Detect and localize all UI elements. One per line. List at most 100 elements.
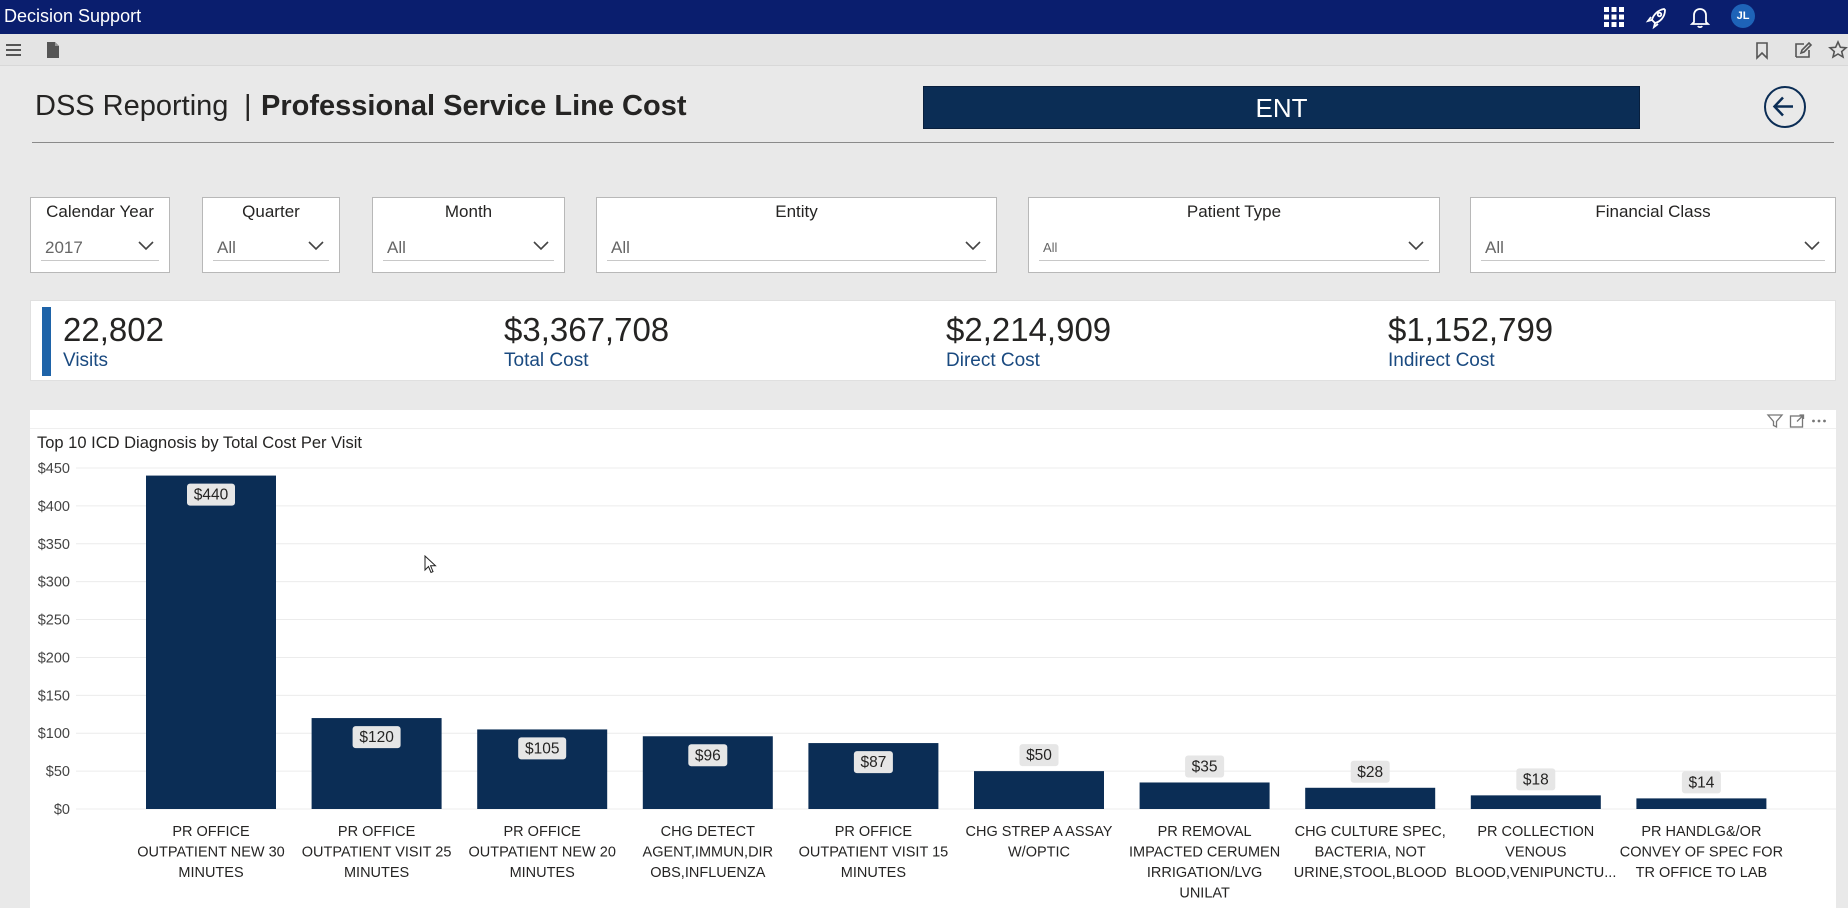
mouse-cursor-icon bbox=[424, 555, 437, 574]
x-tick-label: UNILAT bbox=[1179, 886, 1230, 902]
header-divider bbox=[32, 142, 1834, 143]
x-tick-label: PR OFFICE bbox=[172, 824, 250, 840]
chevron-down-icon bbox=[533, 241, 549, 251]
kpi-value: $3,367,708 bbox=[504, 311, 670, 348]
x-tick-label: BACTERIA, NOT bbox=[1315, 845, 1426, 861]
bar-chart-plot: $0 $50 $100 $150 $200 $250 $300 $350 $400 $450 $44… bbox=[38, 461, 1836, 902]
x-tick-label: CHG STREP A ASSAY bbox=[966, 824, 1113, 840]
rocket-icon[interactable] bbox=[1644, 4, 1670, 30]
edit-icon[interactable] bbox=[1793, 40, 1813, 60]
data-label-background bbox=[853, 751, 893, 774]
data-label: $440 bbox=[194, 487, 229, 504]
quarter-label: Quarter bbox=[242, 202, 300, 221]
arrow-left-icon bbox=[1772, 96, 1793, 117]
month-value: All bbox=[387, 238, 406, 257]
bar-chart-visual[interactable]: Top 10 ICD Diagnosis by Total Cost Per V… bbox=[30, 410, 1836, 908]
favorite-star-icon[interactable] bbox=[1828, 40, 1848, 60]
quarter-slicer: Quarter All bbox=[202, 197, 340, 273]
quarter-value: All bbox=[217, 238, 236, 257]
kpi-indirect-cost: $1,152,799 Indirect Cost bbox=[1388, 311, 1553, 373]
kpi-accent-bar bbox=[42, 307, 51, 376]
focus-mode-icon[interactable] bbox=[1788, 412, 1806, 430]
data-label-background bbox=[1681, 771, 1721, 794]
data-label: $35 bbox=[1192, 758, 1218, 775]
y-tick-label: $350 bbox=[38, 537, 70, 553]
kpi-visits: 22,802 Visits bbox=[63, 311, 164, 373]
entity-label: Entity bbox=[775, 202, 818, 221]
visual-header-divider bbox=[30, 428, 1836, 429]
top-app-bar: Decision Support JL bbox=[0, 0, 1848, 34]
x-tick-label: MINUTES bbox=[510, 865, 575, 881]
x-tick-label: OUTPATIENT NEW 30 bbox=[137, 845, 284, 861]
calendar-year-dropdown[interactable]: 2017 bbox=[41, 231, 159, 261]
data-label-background bbox=[352, 726, 401, 749]
user-avatar[interactable]: JL bbox=[1731, 4, 1755, 28]
x-tick-label: URINE,STOOL,BLOOD bbox=[1294, 865, 1447, 881]
y-tick-label: $100 bbox=[38, 726, 70, 742]
y-tick-label: $150 bbox=[38, 688, 70, 704]
x-tick-label: OUTPATIENT VISIT 15 bbox=[799, 845, 949, 861]
bar bbox=[1470, 795, 1601, 809]
data-label: $18 bbox=[1523, 771, 1549, 788]
x-tick-label: MINUTES bbox=[841, 865, 906, 881]
data-label: $50 bbox=[1026, 747, 1052, 764]
x-tick-label: MINUTES bbox=[178, 865, 243, 881]
apps-grid-icon[interactable] bbox=[1601, 4, 1627, 30]
kpi-card: 22,802 Visits $3,367,708 Total Cost $2,2… bbox=[30, 300, 1836, 381]
data-label: $96 bbox=[695, 747, 721, 764]
x-tick-label: VENOUS bbox=[1505, 845, 1566, 861]
month-dropdown[interactable]: All bbox=[383, 231, 554, 261]
x-tick-label: MINUTES bbox=[344, 865, 409, 881]
y-tick-label: $400 bbox=[38, 499, 70, 515]
bar bbox=[146, 475, 276, 809]
notification-bell-icon[interactable] bbox=[1687, 4, 1713, 30]
entity-slicer: Entity All bbox=[596, 197, 997, 273]
data-label-background bbox=[1350, 760, 1390, 783]
filter-icon[interactable] bbox=[1766, 412, 1784, 430]
service-line-banner: ENT bbox=[923, 86, 1640, 129]
x-tick-label: PR HANDLG&/OR bbox=[1641, 824, 1761, 840]
quarter-dropdown[interactable]: All bbox=[213, 231, 329, 261]
patient-type-label: Patient Type bbox=[1186, 202, 1282, 221]
kpi-label: Direct Cost bbox=[946, 350, 1040, 371]
x-tick-label: AGENT,IMMUN,DIR bbox=[643, 845, 774, 861]
data-label-background bbox=[1185, 755, 1225, 778]
app-title[interactable]: Decision Support bbox=[4, 6, 142, 26]
bar bbox=[1139, 782, 1270, 809]
y-tick-label: $250 bbox=[38, 613, 70, 629]
x-tick-label: CHG CULTURE SPEC, bbox=[1295, 824, 1446, 840]
page-icon[interactable] bbox=[43, 40, 63, 60]
data-label: $14 bbox=[1688, 774, 1714, 791]
data-label: $28 bbox=[1357, 764, 1383, 781]
x-tick-label: OUTPATIENT VISIT 25 bbox=[302, 845, 452, 861]
x-tick-label: W/OPTIC bbox=[1008, 845, 1070, 861]
data-label: $105 bbox=[525, 740, 559, 757]
data-label-background bbox=[1019, 744, 1059, 767]
back-button[interactable] bbox=[1764, 86, 1806, 128]
patient-type-value: All bbox=[1043, 240, 1058, 255]
y-tick-label: $0 bbox=[54, 802, 70, 818]
x-tick-label: PR REMOVAL bbox=[1158, 824, 1252, 840]
bar bbox=[974, 771, 1104, 809]
kpi-label: Total Cost bbox=[504, 350, 589, 371]
data-label: $87 bbox=[860, 754, 886, 771]
kpi-label: Indirect Cost bbox=[1388, 350, 1495, 371]
page-title: Professional Service Line Cost bbox=[261, 90, 687, 122]
calendar-year-slicer: Calendar Year 2017 bbox=[30, 197, 170, 273]
financial-class-dropdown[interactable]: All bbox=[1481, 231, 1825, 261]
x-tick-label: OUTPATIENT NEW 20 bbox=[468, 845, 615, 861]
patient-type-dropdown[interactable]: All bbox=[1039, 231, 1429, 261]
calendar-year-value: 2017 bbox=[45, 238, 83, 257]
chart-title: Top 10 ICD Diagnosis by Total Cost Per V… bbox=[37, 434, 362, 452]
data-label-background bbox=[518, 737, 567, 760]
x-tick-label: PR OFFICE bbox=[835, 824, 913, 840]
entity-dropdown[interactable]: All bbox=[607, 231, 986, 261]
chevron-down-icon bbox=[1804, 241, 1820, 251]
bookmark-icon[interactable] bbox=[1752, 40, 1772, 60]
more-options-icon[interactable] bbox=[1810, 412, 1828, 430]
kpi-direct-cost: $2,214,909 Direct Cost bbox=[946, 311, 1111, 373]
x-tick-label: PR OFFICE bbox=[504, 824, 582, 840]
hamburger-menu-icon[interactable] bbox=[4, 40, 24, 60]
chevron-down-icon bbox=[965, 241, 981, 251]
x-tick-label: CONVEY OF SPEC FOR bbox=[1620, 845, 1783, 861]
